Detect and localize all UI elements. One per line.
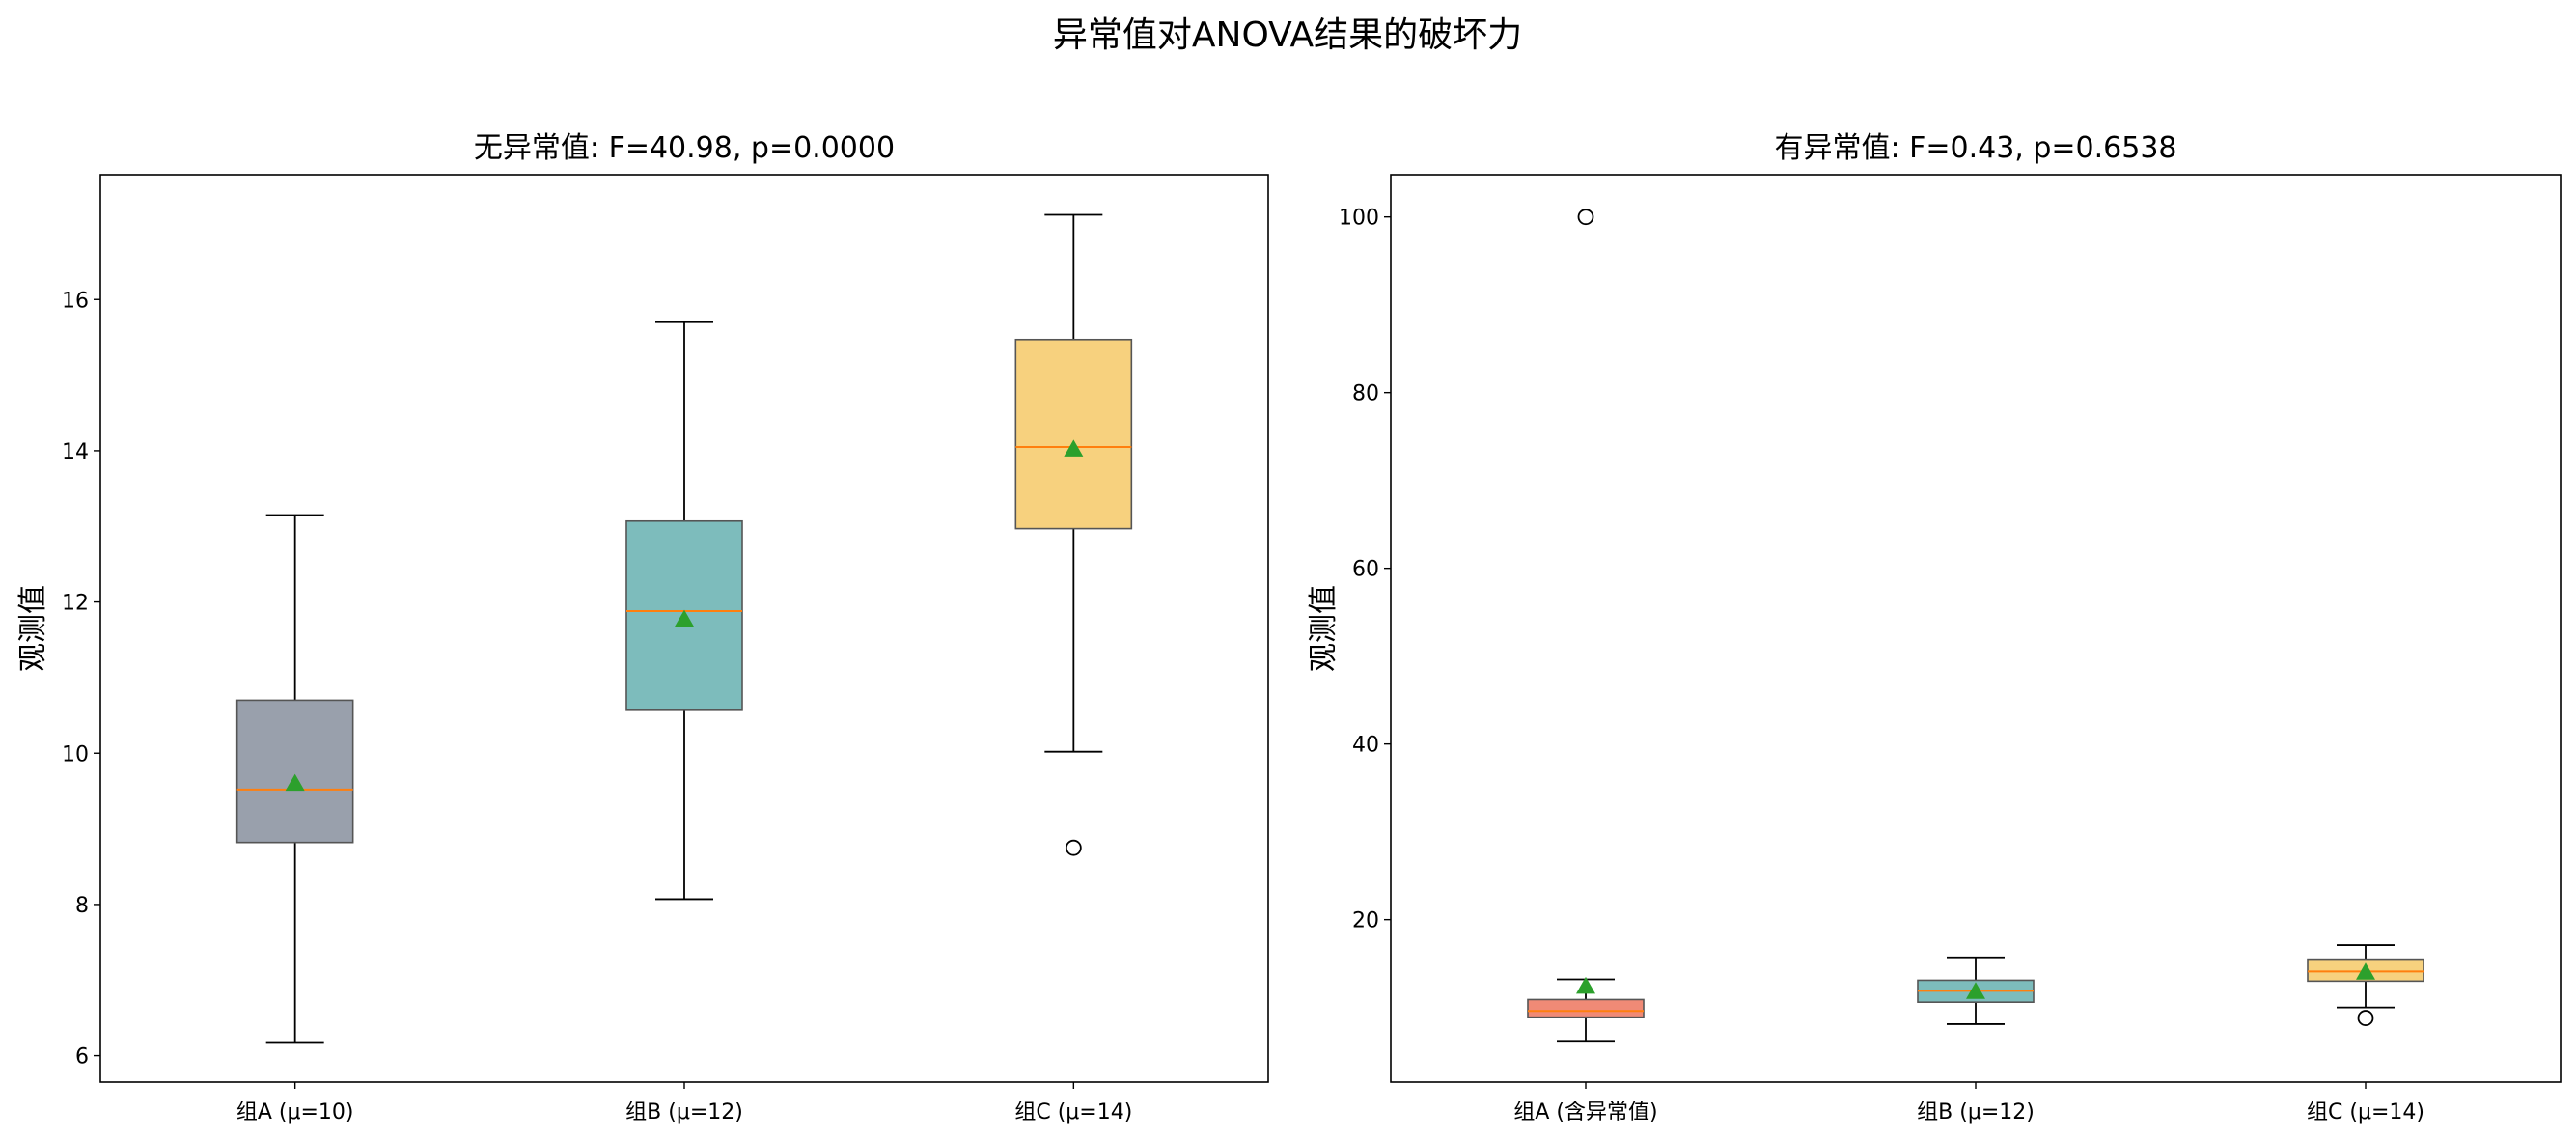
x-tick-label: 组B (μ=12)	[625, 1101, 743, 1125]
y-tick-label: 20	[1352, 909, 1379, 934]
outlier-point	[1577, 209, 1594, 226]
y-tick-label: 40	[1352, 734, 1379, 758]
panel-title: 无异常值: F=40.98, p=0.0000	[474, 131, 895, 165]
x-tick-label: 组A (μ=10)	[236, 1101, 354, 1125]
y-tick-label: 8	[75, 894, 89, 918]
box-2	[625, 321, 743, 901]
box-2	[1917, 956, 2035, 1025]
panel-title: 有异常值: F=0.43, p=0.6538	[1774, 131, 2176, 165]
box-1	[1527, 209, 1645, 1043]
mean-marker	[2356, 962, 2375, 980]
figure-title: 异常值对ANOVA结果的破坏力	[1053, 15, 1522, 55]
y-axis-label: 观测值	[16, 585, 50, 672]
right-box-plot: 有异常值: F=0.43, p=0.6538 观测值 20 40 60 80 100 组A (…	[1307, 131, 2562, 1125]
box-body	[235, 699, 354, 844]
y-tick-label: 12	[62, 592, 89, 616]
y-tick-label: 6	[75, 1045, 89, 1070]
x-tick-label: 组B (μ=12)	[1917, 1101, 2035, 1125]
left-box-plot: 无异常值: F=40.98, p=0.0000 观测值 6 8 10 12 14 16 组A (…	[16, 131, 1269, 1125]
y-tick-label: 60	[1352, 558, 1379, 582]
mean-marker	[1064, 439, 1084, 457]
box-3	[1014, 213, 1133, 856]
mean-marker	[1576, 976, 1595, 994]
y-tick-label: 14	[62, 440, 89, 464]
mean-marker	[285, 773, 305, 792]
mean-marker	[1966, 982, 1985, 999]
box-body	[1014, 338, 1133, 530]
plot-frame	[1390, 174, 2562, 1083]
x-tick-label: 组C (μ=14)	[1014, 1101, 1132, 1125]
y-tick-label: 16	[62, 289, 89, 313]
x-tick-label: 组A (含异常值)	[1513, 1101, 1657, 1125]
x-tick-label: 组C (μ=14)	[2307, 1101, 2424, 1125]
plot-frame	[99, 174, 1269, 1083]
outlier-point	[2357, 1010, 2374, 1026]
y-axis-label: 观测值	[1307, 585, 1341, 672]
y-tick-label: 10	[62, 742, 89, 767]
box-3	[2307, 944, 2424, 1026]
mean-marker	[675, 609, 694, 627]
outlier-point	[1065, 839, 1082, 856]
y-tick-label: 80	[1352, 382, 1379, 406]
y-tick-label: 100	[1339, 207, 1379, 231]
box-1	[235, 514, 354, 1044]
box-body	[1527, 998, 1645, 1018]
